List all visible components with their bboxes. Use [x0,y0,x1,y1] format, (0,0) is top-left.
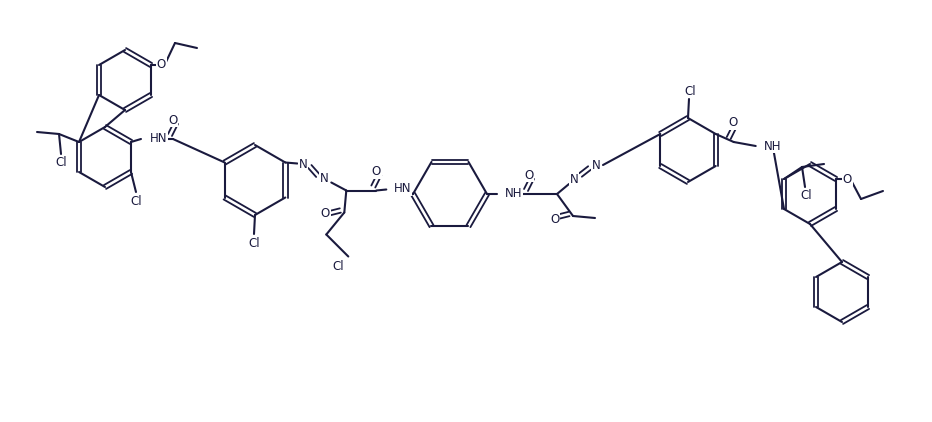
Text: HN: HN [394,182,412,195]
Text: HN: HN [150,132,168,144]
Text: N: N [299,158,308,171]
Text: Cl: Cl [130,195,142,208]
Text: Cl: Cl [801,189,812,201]
Text: O: O [321,207,330,220]
Text: O: O [843,173,852,186]
Text: Cl: Cl [333,260,344,273]
Text: O: O [169,114,178,127]
Text: Cl: Cl [684,84,696,97]
Text: N: N [569,173,579,186]
Text: N: N [592,159,600,171]
Text: O: O [372,165,381,178]
Text: NH: NH [763,140,781,152]
Text: O: O [728,116,737,130]
Text: Cl: Cl [248,236,260,249]
Text: O: O [551,213,559,225]
Text: O: O [157,57,166,70]
Text: Cl: Cl [55,155,67,168]
Text: O: O [525,168,534,181]
Text: NH: NH [505,187,523,200]
Text: N: N [320,172,329,185]
